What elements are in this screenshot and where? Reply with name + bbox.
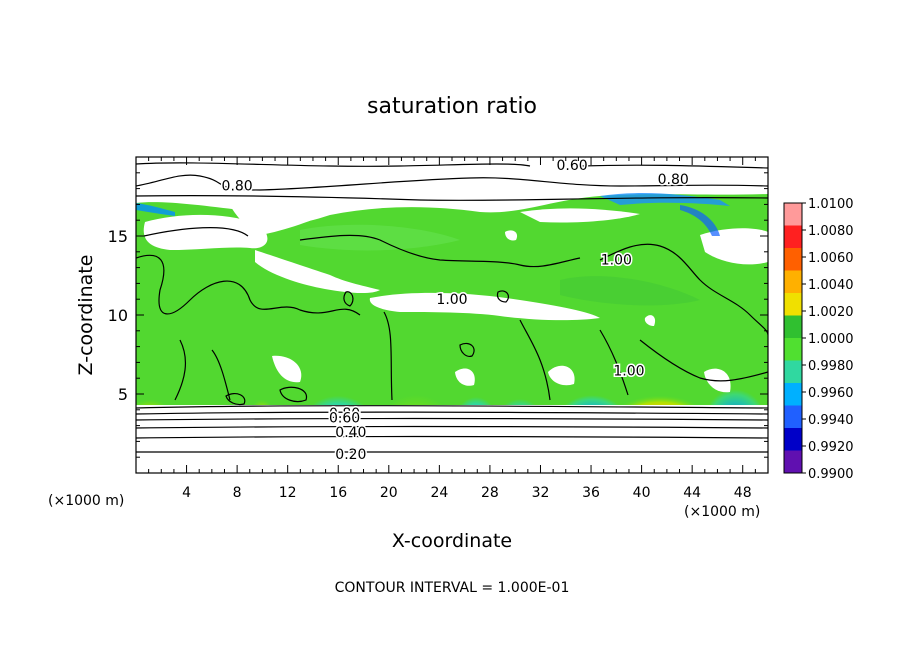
dry-region-upper-left <box>143 214 268 250</box>
x-tick-label: 44 <box>683 485 701 501</box>
chart-title: saturation ratio <box>367 94 537 119</box>
y-tick-label: 15 <box>108 227 128 246</box>
colorbar-swatch <box>784 225 802 249</box>
x-tick-label: 36 <box>582 485 600 501</box>
y-axis-ticks: 5 10 15 <box>108 172 768 458</box>
x-tick-label: 24 <box>430 485 448 501</box>
colorbar-label: 0.9960 <box>808 386 854 401</box>
x-tick-label: 32 <box>532 485 550 501</box>
x-unit-label-right: (×1000 m) <box>684 504 760 520</box>
contour-interval-note: CONTOUR INTERVAL = 1.000E-01 <box>335 580 570 596</box>
x-axis-title: X-coordinate <box>392 530 512 552</box>
colorbar-label: 0.9920 <box>808 440 854 455</box>
x-tick-label: 16 <box>329 485 347 501</box>
dry-region-middle <box>369 292 600 321</box>
contour-label: 0.80 <box>329 406 360 422</box>
contour-label: 0.80 <box>658 172 689 188</box>
x-tick-label: 28 <box>481 485 499 501</box>
x-tick-label: 40 <box>633 485 651 501</box>
colorbar-swatch <box>784 248 802 271</box>
colorbar-label: 1.0060 <box>808 251 854 266</box>
colorbar-swatch <box>784 450 802 474</box>
x-tick-label: 48 <box>734 485 752 501</box>
colorbar-label: 0.9900 <box>808 467 854 482</box>
colorbar-swatch <box>784 405 802 429</box>
contour-label: 0.20 <box>335 447 366 463</box>
colorbar-swatch <box>784 338 802 361</box>
contour-label: 1.00 <box>613 363 644 379</box>
colorbar-swatch <box>784 383 802 406</box>
contour-lines <box>136 162 768 453</box>
x-axis-ticks: 4 8 12 16 20 24 28 32 36 40 44 48 <box>148 157 756 501</box>
contour-label: 1.00 <box>436 292 467 308</box>
x-tick-label: 20 <box>380 485 398 501</box>
contour-label: 0.60 <box>329 411 360 427</box>
y-axis-title: Z-coordinate <box>75 255 97 376</box>
x-unit-label-left: (×1000 m) <box>48 493 124 509</box>
colorbar-swatch <box>784 270 802 294</box>
colorbar-label: 1.0100 <box>808 197 854 212</box>
colorbar-label: 1.0080 <box>808 224 854 239</box>
colorbar-swatch <box>784 360 802 384</box>
y-tick-label: 5 <box>118 385 128 404</box>
colorbar-label: 1.0040 <box>808 278 854 293</box>
colorbar-label: 1.0020 <box>808 305 854 320</box>
x-tick-label: 12 <box>279 485 297 501</box>
colorbar-swatch <box>784 203 802 226</box>
colorbar-label: 0.9980 <box>808 359 854 374</box>
colorbar-swatch <box>784 293 802 316</box>
x-tick-label: 8 <box>233 485 242 501</box>
contour-label: 0.60 <box>556 158 587 174</box>
colorbar-label: 1.0000 <box>808 332 854 347</box>
contour-label: 0.80 <box>222 178 253 194</box>
contour-label: 1.00 <box>601 253 632 269</box>
y-tick-label: 10 <box>108 306 128 325</box>
x-tick-label: 4 <box>182 485 191 501</box>
colorbar-swatch <box>784 315 802 339</box>
colorbar-swatch <box>784 428 802 451</box>
colorbar: 1.0100 1.0080 1.0060 1.0040 1.0020 1.0000 0.99… <box>783 197 854 482</box>
colorbar-label: 0.9940 <box>808 413 854 428</box>
contour-label: 0.40 <box>335 425 366 441</box>
heatmap-field <box>136 157 768 473</box>
contour-labels: 0.600.80 0.801.001.001.000.800.600.400.20 <box>220 156 690 464</box>
